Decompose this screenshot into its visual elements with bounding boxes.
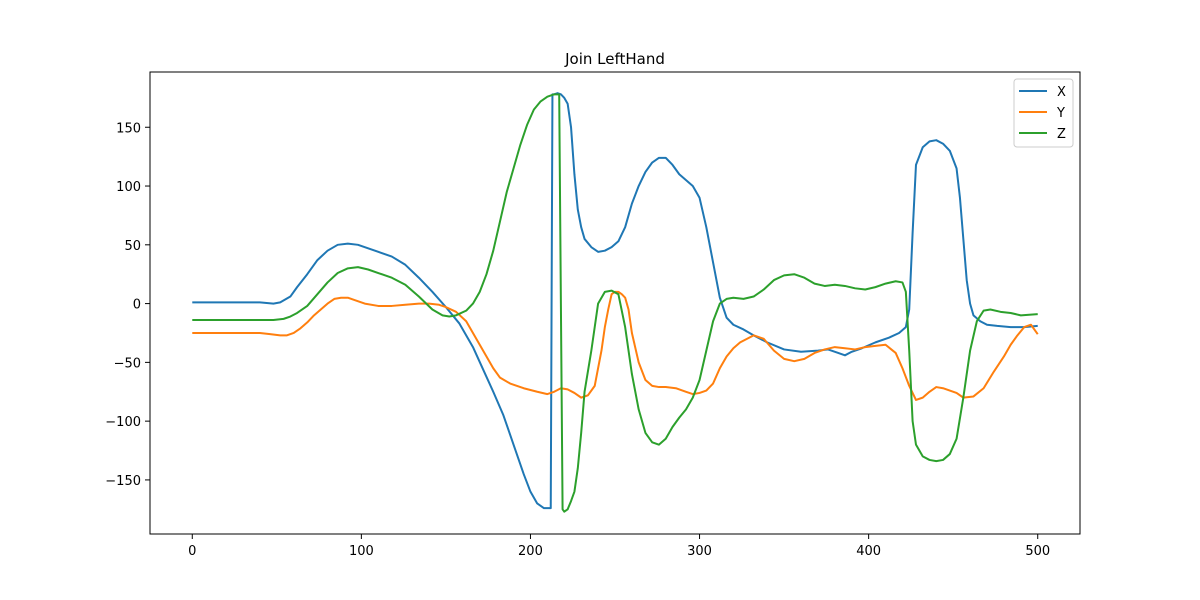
legend-label-y: Y [1056,106,1065,121]
x-tick-label: 0 [188,544,196,559]
y-tick-label: −50 [114,356,141,371]
x-tick-label: 300 [687,544,712,559]
x-axis: 0 100 200 300 400 500 [188,534,1050,559]
y-tick-label: −100 [105,415,141,430]
legend-label-z: Z [1057,127,1066,142]
y-tick-label: −150 [105,474,141,489]
y-tick-label: 50 [124,239,141,254]
legend: XYZ [1013,78,1074,148]
series-line-y [192,290,1039,401]
y-tick-label: 150 [116,121,141,136]
legend-label-x: X [1057,85,1066,100]
x-tick-label: 500 [1025,544,1050,559]
x-tick-label: 200 [518,544,543,559]
plot-frame [149,71,1081,535]
x-tick-label: 400 [856,544,881,559]
y-tick-label: 100 [116,180,141,195]
chart-title: Join LeftHand [564,50,665,68]
series-line-z [192,93,1038,513]
series-line-x [192,92,1038,510]
y-tick-label: 0 [133,298,141,313]
y-axis: −150 −100 −50 0 50 100 150 [105,121,150,489]
plot-lines [192,92,1039,513]
x-tick-label: 100 [349,544,374,559]
